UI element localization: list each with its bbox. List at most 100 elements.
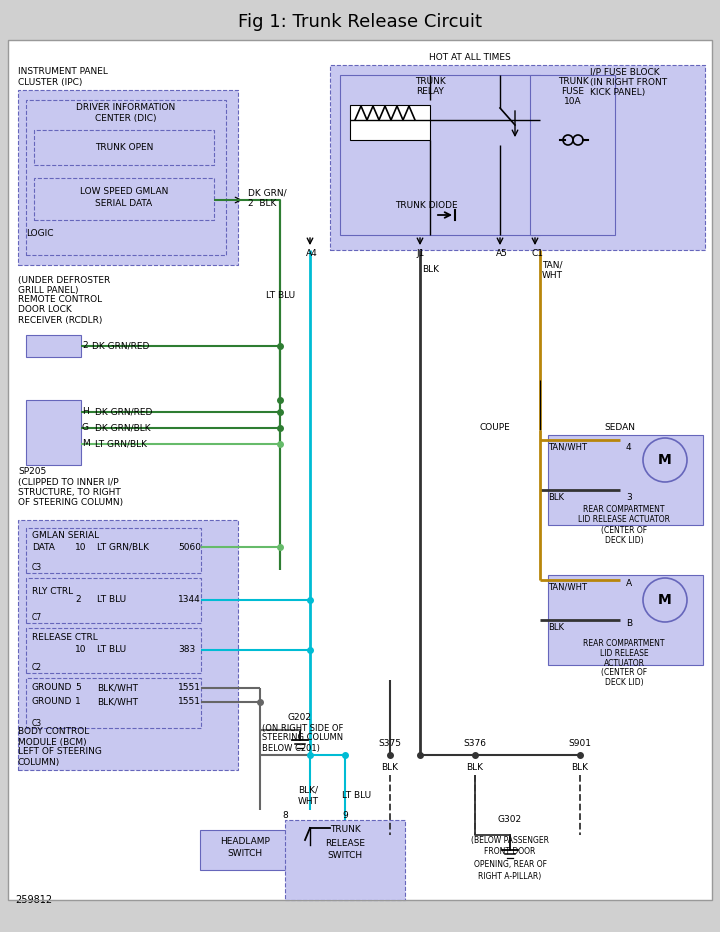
- Bar: [548, 575, 703, 665]
- Text: G: G: [82, 423, 89, 432]
- Text: GMLAN SERIAL: GMLAN SERIAL: [32, 530, 99, 540]
- Text: DK GRN/RED: DK GRN/RED: [92, 341, 149, 350]
- Text: I/P FUSE BLOCK: I/P FUSE BLOCK: [590, 67, 660, 76]
- Text: 10A: 10A: [564, 98, 582, 106]
- Text: DOOR LOCK: DOOR LOCK: [18, 306, 72, 314]
- Text: TRUNK OPEN: TRUNK OPEN: [95, 144, 153, 153]
- Text: Fig 1: Trunk Release Circuit: Fig 1: Trunk Release Circuit: [238, 13, 482, 31]
- Bar: [26, 578, 201, 623]
- Text: WHT: WHT: [297, 798, 318, 806]
- Text: RLY CTRL: RLY CTRL: [32, 587, 73, 596]
- Text: TRUNK DIODE: TRUNK DIODE: [395, 200, 458, 210]
- Text: LT BLU: LT BLU: [97, 596, 126, 605]
- Text: 1: 1: [75, 697, 81, 706]
- Text: M: M: [658, 593, 672, 607]
- Text: FUSE: FUSE: [562, 88, 585, 97]
- Bar: [26, 628, 201, 673]
- Text: 9: 9: [342, 811, 348, 819]
- Text: FRONT DOOR: FRONT DOOR: [485, 847, 536, 857]
- Text: (IN RIGHT FRONT: (IN RIGHT FRONT: [590, 77, 667, 87]
- Text: A5: A5: [496, 249, 508, 257]
- Text: SEDAN: SEDAN: [605, 423, 636, 432]
- Bar: [34, 130, 214, 165]
- Bar: [18, 90, 238, 265]
- Text: STRUCTURE, TO RIGHT: STRUCTURE, TO RIGHT: [18, 487, 121, 497]
- Text: INSTRUMENT PANEL: INSTRUMENT PANEL: [18, 67, 108, 76]
- Text: G202: G202: [288, 714, 312, 722]
- Circle shape: [643, 578, 687, 622]
- Text: HOT AT ALL TIMES: HOT AT ALL TIMES: [429, 53, 511, 62]
- Text: LID RELEASE ACTUATOR: LID RELEASE ACTUATOR: [578, 515, 670, 525]
- Text: 383: 383: [178, 646, 195, 654]
- Text: CLUSTER (IPC): CLUSTER (IPC): [18, 77, 82, 87]
- Text: SERIAL DATA: SERIAL DATA: [96, 199, 153, 209]
- Bar: [285, 820, 405, 900]
- Bar: [26, 528, 201, 573]
- Text: REAR COMPARTMENT: REAR COMPARTMENT: [583, 638, 665, 648]
- Text: BLK/WHT: BLK/WHT: [97, 683, 138, 692]
- Text: S376: S376: [464, 738, 487, 747]
- Text: DECK LID): DECK LID): [605, 678, 643, 688]
- Text: BLK/: BLK/: [298, 786, 318, 794]
- Text: TAN/WHT: TAN/WHT: [548, 443, 587, 451]
- Text: LT BLU: LT BLU: [266, 291, 295, 299]
- Text: RECEIVER (RCDLR): RECEIVER (RCDLR): [18, 316, 102, 324]
- Text: (UNDER DEFROSTER: (UNDER DEFROSTER: [18, 276, 110, 284]
- Text: 1344: 1344: [178, 596, 201, 605]
- Text: GRILL PANEL): GRILL PANEL): [18, 285, 78, 295]
- Bar: [530, 75, 615, 235]
- Text: LT BLU: LT BLU: [97, 646, 126, 654]
- Text: DK GRN/BLK: DK GRN/BLK: [95, 423, 150, 432]
- Text: 5: 5: [75, 683, 81, 692]
- Text: (CENTER OF: (CENTER OF: [601, 526, 647, 534]
- Text: KICK PANEL): KICK PANEL): [590, 88, 645, 97]
- Bar: [350, 105, 430, 140]
- Text: REMOTE CONTROL: REMOTE CONTROL: [18, 295, 102, 305]
- Bar: [26, 335, 81, 357]
- Text: M: M: [82, 440, 90, 448]
- Text: DATA: DATA: [32, 542, 55, 552]
- Text: (ON RIGHT SIDE OF: (ON RIGHT SIDE OF: [262, 723, 343, 733]
- Circle shape: [643, 438, 687, 482]
- Text: BLK: BLK: [422, 266, 439, 275]
- Text: LEFT OF STEERING: LEFT OF STEERING: [18, 747, 102, 757]
- Text: COUPE: COUPE: [480, 423, 510, 432]
- Text: C3: C3: [32, 564, 42, 572]
- Text: TAN/WHT: TAN/WHT: [548, 582, 587, 592]
- Text: SWITCH: SWITCH: [228, 848, 263, 857]
- Text: RELAY: RELAY: [416, 88, 444, 97]
- Text: 5060: 5060: [178, 542, 201, 552]
- Text: RELEASE CTRL: RELEASE CTRL: [32, 634, 98, 642]
- Text: (CENTER OF: (CENTER OF: [601, 668, 647, 678]
- Text: BELOW C201): BELOW C201): [262, 744, 320, 752]
- Text: DK GRN/RED: DK GRN/RED: [95, 407, 153, 417]
- Text: RELEASE: RELEASE: [325, 839, 365, 847]
- Text: LOGIC: LOGIC: [26, 228, 53, 238]
- Text: BLK: BLK: [467, 762, 484, 772]
- Text: COLUMN): COLUMN): [18, 758, 60, 766]
- Text: A: A: [626, 579, 632, 587]
- Text: LID RELEASE: LID RELEASE: [600, 649, 648, 657]
- Text: REAR COMPARTMENT: REAR COMPARTMENT: [583, 505, 665, 514]
- Text: 1551: 1551: [178, 697, 201, 706]
- Text: C2: C2: [32, 663, 42, 671]
- Text: MODULE (BCM): MODULE (BCM): [18, 737, 86, 747]
- Text: SWITCH: SWITCH: [328, 852, 363, 860]
- Bar: [340, 75, 540, 235]
- Text: S901: S901: [569, 738, 592, 747]
- Text: LT GRN/BLK: LT GRN/BLK: [95, 440, 147, 448]
- Text: 2: 2: [75, 596, 81, 605]
- Text: 10: 10: [75, 542, 86, 552]
- Text: OF STEERING COLUMN): OF STEERING COLUMN): [18, 498, 123, 506]
- Text: TRUNK: TRUNK: [557, 77, 588, 87]
- Text: G302: G302: [498, 816, 522, 825]
- Text: HEADLAMP: HEADLAMP: [220, 837, 270, 845]
- Text: GROUND: GROUND: [32, 697, 73, 706]
- Text: H: H: [82, 407, 89, 417]
- Text: 10: 10: [75, 646, 86, 654]
- Text: B: B: [626, 619, 632, 627]
- Text: DECK LID): DECK LID): [605, 536, 643, 544]
- Text: BLK: BLK: [382, 762, 398, 772]
- Text: 4: 4: [626, 443, 631, 451]
- Text: OPENING, REAR OF: OPENING, REAR OF: [474, 859, 546, 869]
